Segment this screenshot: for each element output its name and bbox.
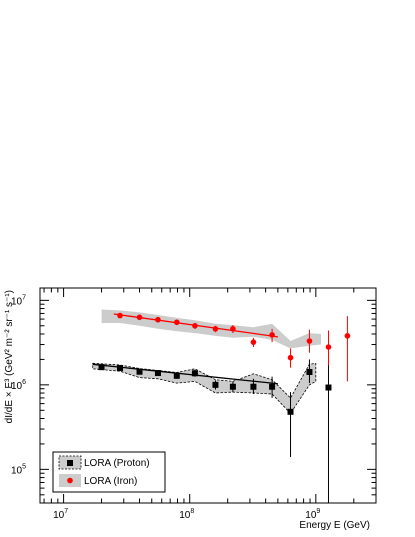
x-tick-label-1: 108 (179, 508, 194, 521)
error-bands (92, 309, 321, 415)
point-1-8 (269, 332, 275, 338)
point-1-7 (250, 339, 257, 345)
point-0-4 (173, 372, 180, 379)
point-1-1 (136, 314, 143, 321)
legend-proton-marker (67, 460, 73, 466)
data-markers (98, 312, 351, 415)
point-1-2 (155, 316, 161, 323)
legend: LORA (Proton) LORA (Iron) (52, 451, 166, 493)
point-1-9 (287, 354, 294, 361)
point-0-12 (325, 384, 332, 391)
point-0-3 (154, 370, 161, 377)
fit-line-0 (92, 363, 278, 385)
band-0 (92, 362, 317, 415)
point-1-6 (230, 326, 236, 332)
point-0-10 (287, 408, 294, 415)
point-1-3 (174, 319, 180, 326)
x-axis-title: Energy E (GeV) (299, 520, 370, 531)
y-tick-label-0: 105 (11, 463, 26, 476)
point-1-10 (306, 338, 313, 344)
plot-frame (39, 287, 377, 504)
point-0-1 (116, 365, 123, 372)
point-1-5 (212, 326, 219, 332)
legend-iron-marker (67, 477, 73, 484)
x-tick-label-0: 107 (53, 508, 68, 521)
point-1-0 (117, 312, 123, 319)
legend-iron-label: LORA (Iron) (84, 476, 137, 487)
point-0-5 (191, 370, 198, 377)
point-0-2 (136, 368, 143, 375)
point-0-6 (212, 381, 219, 388)
point-0-0 (98, 364, 105, 371)
legend-proton-label: LORA (Proton) (84, 458, 150, 469)
y-axis-title: dI/dE × E³ (GeV² m⁻² sr⁻¹ s⁻¹) (4, 290, 15, 423)
point-0-11 (306, 368, 313, 375)
point-1-4 (192, 322, 198, 329)
point-0-9 (269, 383, 276, 390)
point-0-8 (250, 383, 257, 390)
point-1-12 (344, 333, 351, 339)
band-1 (101, 309, 321, 349)
point-0-7 (229, 383, 236, 390)
point-1-11 (325, 344, 332, 350)
